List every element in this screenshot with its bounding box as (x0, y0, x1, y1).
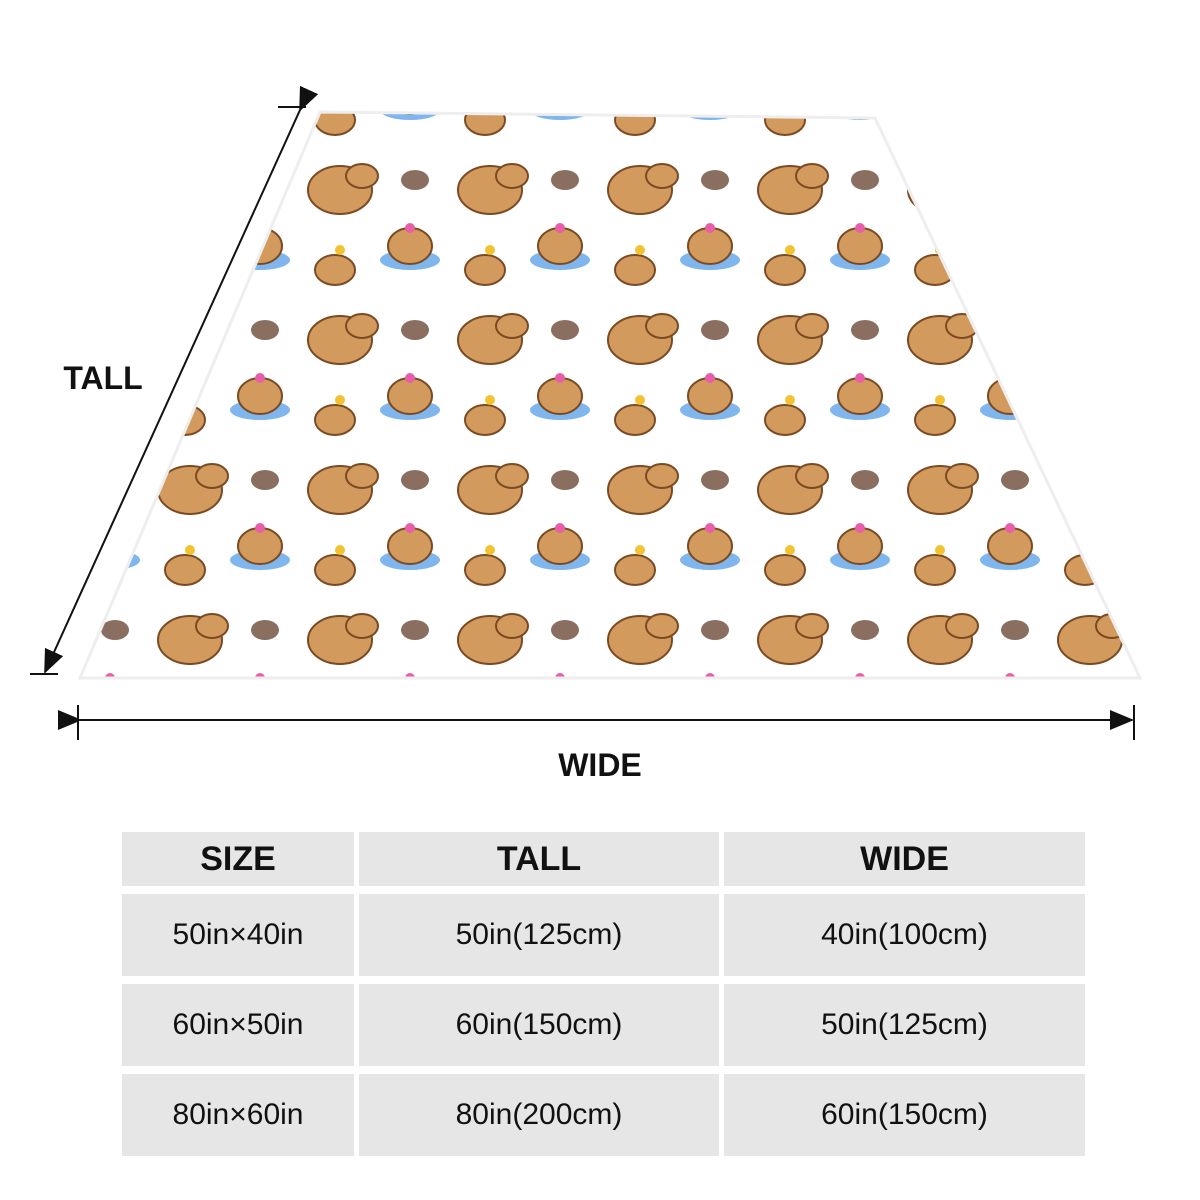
header-cell: WIDE (724, 832, 1085, 886)
table-cell: 80in(200cm) (359, 1074, 719, 1156)
illustration: TALL WIDE (30, 85, 1143, 783)
table-cell: 40in(100cm) (724, 894, 1085, 976)
table-cell: 80in×60in (122, 1074, 354, 1156)
table-cell: 60in×50in (122, 984, 354, 1066)
table-row: 80in×60in 80in(200cm) 60in(150cm) (122, 1074, 1085, 1156)
blanket (77, 110, 1143, 680)
table-cell: 60in(150cm) (724, 1074, 1085, 1156)
table-cell: 50in×40in (122, 894, 354, 976)
table-row: SIZE TALL WIDE (122, 832, 1085, 886)
table-cell: 60in(150cm) (359, 984, 719, 1066)
tall-arrow (44, 85, 319, 674)
table-row: 50in×40in 50in(125cm) 40in(100cm) (122, 894, 1085, 976)
wide-label: WIDE (558, 747, 642, 783)
tall-label: TALL (63, 360, 142, 396)
table-cell: 50in(125cm) (724, 984, 1085, 1066)
table-row: 60in×50in 60in(150cm) 50in(125cm) (122, 984, 1085, 1066)
table-cell: 50in(125cm) (359, 894, 719, 976)
header-cell: TALL (359, 832, 719, 886)
size-table: SIZE TALL WIDE 50in×40in 50in(125cm) 40in(100… (122, 832, 1085, 1164)
header-cell: SIZE (122, 832, 354, 886)
